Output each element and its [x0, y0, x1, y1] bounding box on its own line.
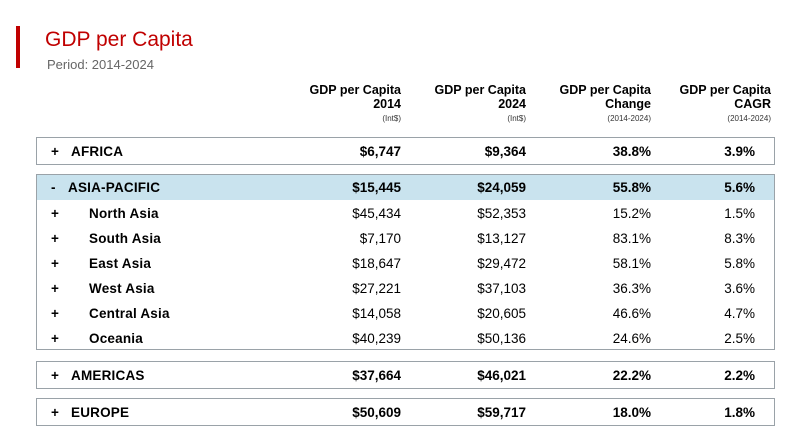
- value-2024: $20,605: [477, 306, 526, 321]
- value-cagr: 1.5%: [724, 206, 755, 221]
- subregion-row-north-asia[interactable]: + North Asia $45,434 $52,353 15.2% 1.5%: [37, 201, 774, 226]
- value-change: 55.8%: [612, 180, 651, 195]
- value-change: 24.6%: [612, 331, 651, 346]
- value-2014: $18,647: [352, 256, 401, 271]
- value-change: 83.1%: [612, 231, 651, 246]
- value-change: 46.6%: [612, 306, 651, 321]
- subregion-row-east-asia[interactable]: + East Asia $18,647 $29,472 58.1% 5.8%: [37, 251, 774, 276]
- value-2024: $52,353: [477, 206, 526, 221]
- region-row-europe[interactable]: + EUROPE $50,609 $59,717 18.0% 1.8%: [37, 400, 774, 425]
- column-header-subtitle: 2014: [373, 97, 401, 111]
- value-2014: $40,239: [352, 331, 401, 346]
- value-2014: $7,170: [359, 231, 401, 246]
- value-2024: $46,021: [477, 368, 526, 383]
- expand-toggle[interactable]: +: [51, 144, 59, 159]
- value-cagr: 5.8%: [724, 256, 755, 271]
- expand-toggle[interactable]: +: [51, 206, 59, 221]
- collapse-toggle[interactable]: -: [51, 180, 56, 195]
- subregion-name: East Asia: [89, 256, 152, 271]
- column-header-title: GDP per Capita: [679, 83, 771, 97]
- subregion-name: Oceania: [89, 331, 143, 346]
- column-header-unit: (Int$): [382, 114, 401, 123]
- value-2024: $37,103: [477, 281, 526, 296]
- value-cagr: 4.7%: [724, 306, 755, 321]
- column-header-change[interactable]: GDP per Capita Change (2014-2024): [511, 83, 651, 124]
- value-change: 22.2%: [612, 368, 651, 383]
- subregion-name: North Asia: [89, 206, 159, 221]
- value-change: 15.2%: [612, 206, 651, 221]
- region-name: AFRICA: [71, 144, 124, 159]
- value-2024: $13,127: [477, 231, 526, 246]
- region-row-asia-pacific[interactable]: - ASIA-PACIFIC $15,445 $24,059 55.8% 5.6…: [37, 175, 774, 200]
- value-2024: $24,059: [477, 180, 526, 195]
- column-header-2014[interactable]: GDP per Capita 2014 (Int$): [261, 83, 401, 124]
- value-2024: $29,472: [477, 256, 526, 271]
- value-cagr: 3.6%: [724, 281, 755, 296]
- value-2014: $14,058: [352, 306, 401, 321]
- region-group-africa: + AFRICA $6,747 $9,364 38.8% 3.9%: [36, 137, 775, 165]
- column-header-subtitle: 2024: [498, 97, 526, 111]
- expand-toggle[interactable]: +: [51, 405, 59, 420]
- region-row-americas[interactable]: + AMERICAS $37,664 $46,021 22.2% 2.2%: [37, 363, 774, 388]
- region-row-africa[interactable]: + AFRICA $6,747 $9,364 38.8% 3.9%: [37, 139, 774, 164]
- region-group-asia-pacific: - ASIA-PACIFIC $15,445 $24,059 55.8% 5.6…: [36, 174, 775, 350]
- column-header-cagr[interactable]: GDP per Capita CAGR (2014-2024): [631, 83, 771, 124]
- value-2014: $45,434: [352, 206, 401, 221]
- subregion-name: South Asia: [89, 231, 162, 246]
- expand-toggle[interactable]: +: [51, 306, 59, 321]
- value-2014: $6,747: [359, 144, 401, 159]
- value-2014: $50,609: [352, 405, 401, 420]
- expand-toggle[interactable]: +: [51, 331, 59, 346]
- value-change: 58.1%: [612, 256, 651, 271]
- value-change: 36.3%: [612, 281, 651, 296]
- subregion-name: Central Asia: [89, 306, 170, 321]
- value-cagr: 2.2%: [724, 368, 755, 383]
- subregion-row-oceania[interactable]: + Oceania $40,239 $50,136 24.6% 2.5%: [37, 326, 774, 351]
- value-2014: $15,445: [352, 180, 401, 195]
- value-cagr: 3.9%: [724, 144, 755, 159]
- subregion-row-central-asia[interactable]: + Central Asia $14,058 $20,605 46.6% 4.7…: [37, 301, 774, 326]
- value-2014: $27,221: [352, 281, 401, 296]
- value-2014: $37,664: [352, 368, 401, 383]
- region-name: ASIA-PACIFIC: [68, 180, 161, 195]
- column-header-unit: (2014-2024): [607, 114, 651, 123]
- column-header-unit: (2014-2024): [727, 114, 771, 123]
- value-change: 18.0%: [612, 405, 651, 420]
- expand-toggle[interactable]: +: [51, 256, 59, 271]
- value-cagr: 1.8%: [724, 405, 755, 420]
- region-group-americas: + AMERICAS $37,664 $46,021 22.2% 2.2%: [36, 361, 775, 389]
- subregion-row-south-asia[interactable]: + South Asia $7,170 $13,127 83.1% 8.3%: [37, 226, 774, 251]
- expand-toggle[interactable]: +: [51, 231, 59, 246]
- expand-toggle[interactable]: +: [51, 368, 59, 383]
- column-header-title: GDP per Capita: [309, 83, 401, 97]
- value-2024: $9,364: [484, 144, 526, 159]
- page-title: GDP per Capita: [45, 28, 193, 51]
- value-2024: $50,136: [477, 331, 526, 346]
- column-header-subtitle: CAGR: [734, 97, 771, 111]
- column-header-subtitle: Change: [605, 97, 651, 111]
- column-header-unit: (Int$): [507, 114, 526, 123]
- value-cagr: 8.3%: [724, 231, 755, 246]
- column-header-title: GDP per Capita: [559, 83, 651, 97]
- region-name: EUROPE: [71, 405, 130, 420]
- region-group-europe: + EUROPE $50,609 $59,717 18.0% 1.8%: [36, 398, 775, 426]
- column-header-2024[interactable]: GDP per Capita 2024 (Int$): [386, 83, 526, 124]
- column-header-title: GDP per Capita: [434, 83, 526, 97]
- value-cagr: 2.5%: [724, 331, 755, 346]
- value-change: 38.8%: [612, 144, 651, 159]
- subregion-row-west-asia[interactable]: + West Asia $27,221 $37,103 36.3% 3.6%: [37, 276, 774, 301]
- subregion-name: West Asia: [89, 281, 155, 296]
- value-cagr: 5.6%: [724, 180, 755, 195]
- title-accent-bar: [16, 26, 20, 68]
- expand-toggle[interactable]: +: [51, 281, 59, 296]
- region-name: AMERICAS: [71, 368, 145, 383]
- page-subtitle: Period: 2014-2024: [47, 57, 154, 72]
- value-2024: $59,717: [477, 405, 526, 420]
